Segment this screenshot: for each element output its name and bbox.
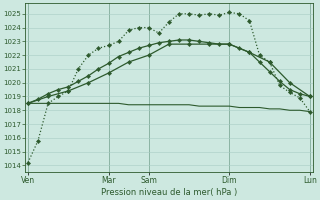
X-axis label: Pression niveau de la mer( hPa ): Pression niveau de la mer( hPa ): [101, 188, 237, 197]
